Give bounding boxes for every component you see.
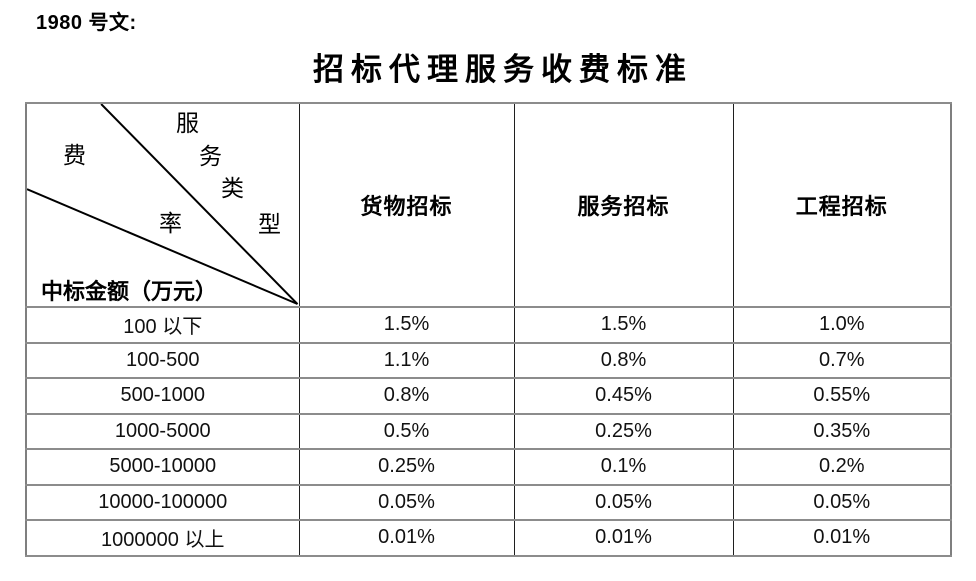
rate-value: 0.2% [732, 448, 952, 486]
table-row: 100-500 1.1% 0.8% 0.7% [25, 341, 952, 379]
diagonal-divider-lines-icon [27, 104, 299, 305]
row-label: 100-500 [25, 341, 300, 379]
doc-number-label: 1980 号文: [36, 12, 137, 34]
corner-amount-label: 中标金额（万元） [41, 279, 218, 304]
rate-value: 0.05% [298, 483, 515, 521]
table-row: 5000-10000 0.25% 0.1% 0.2% [25, 448, 952, 486]
table-row: 10000-100000 0.05% 0.05% 0.05% [25, 483, 952, 521]
rate-value: 0.8% [298, 377, 515, 415]
rate-value: 0.01% [513, 519, 734, 557]
table-row: 100 以下 1.5% 1.5% 1.0% [25, 306, 952, 344]
table-header-row: 费 率 服 务 类 型 中标金额（万元） 货物招标 服务招标 工程招标 [25, 102, 952, 308]
fee-standard-table: 费 率 服 务 类 型 中标金额（万元） 货物招标 服务招标 工程招标 100 … [25, 102, 952, 557]
row-label: 100 以下 [25, 306, 300, 344]
row-label: 10000-100000 [25, 483, 300, 521]
rate-value: 0.05% [732, 483, 952, 521]
rate-value: 0.1% [513, 448, 734, 486]
table-row: 1000-5000 0.5% 0.25% 0.35% [25, 412, 952, 450]
rate-value: 0.25% [298, 448, 515, 486]
rate-value: 0.05% [513, 483, 734, 521]
rate-value: 1.5% [513, 306, 734, 344]
rate-value: 1.1% [298, 341, 515, 379]
corner-fee-char: 费 [63, 143, 86, 168]
rate-value: 0.35% [732, 412, 952, 450]
rate-value: 1.5% [298, 306, 515, 344]
column-header-goods: 货物招标 [298, 102, 515, 308]
rate-value: 0.01% [732, 519, 952, 557]
row-label: 500-1000 [25, 377, 300, 415]
row-label: 5000-10000 [25, 448, 300, 486]
corner-rate-char: 率 [159, 211, 182, 236]
column-header-services: 服务招标 [513, 102, 734, 308]
rate-value: 0.7% [732, 341, 952, 379]
rate-value: 0.55% [732, 377, 952, 415]
rate-value: 0.25% [513, 412, 734, 450]
corner-service-type-char-1: 服 [176, 111, 199, 136]
corner-service-type-char-2: 务 [199, 144, 222, 169]
column-header-works: 工程招标 [732, 102, 952, 308]
rate-value: 0.8% [513, 341, 734, 379]
corner-service-type-char-3: 类 [221, 176, 244, 201]
corner-cell: 费 率 服 务 类 型 中标金额（万元） [25, 102, 300, 308]
corner-cell-content: 费 率 服 务 类 型 中标金额（万元） [27, 104, 299, 306]
rate-value: 0.5% [298, 412, 515, 450]
rate-value: 0.45% [513, 377, 734, 415]
rate-value: 1.0% [732, 306, 952, 344]
row-label: 1000000 以上 [25, 519, 300, 557]
row-label: 1000-5000 [25, 412, 300, 450]
table-row: 1000000 以上 0.01% 0.01% 0.01% [25, 519, 952, 557]
rate-value: 0.01% [298, 519, 515, 557]
document-title: 招标代理服务收费标准 [313, 52, 693, 87]
table-row: 500-1000 0.8% 0.45% 0.55% [25, 377, 952, 415]
corner-service-type-char-4: 型 [258, 212, 281, 237]
